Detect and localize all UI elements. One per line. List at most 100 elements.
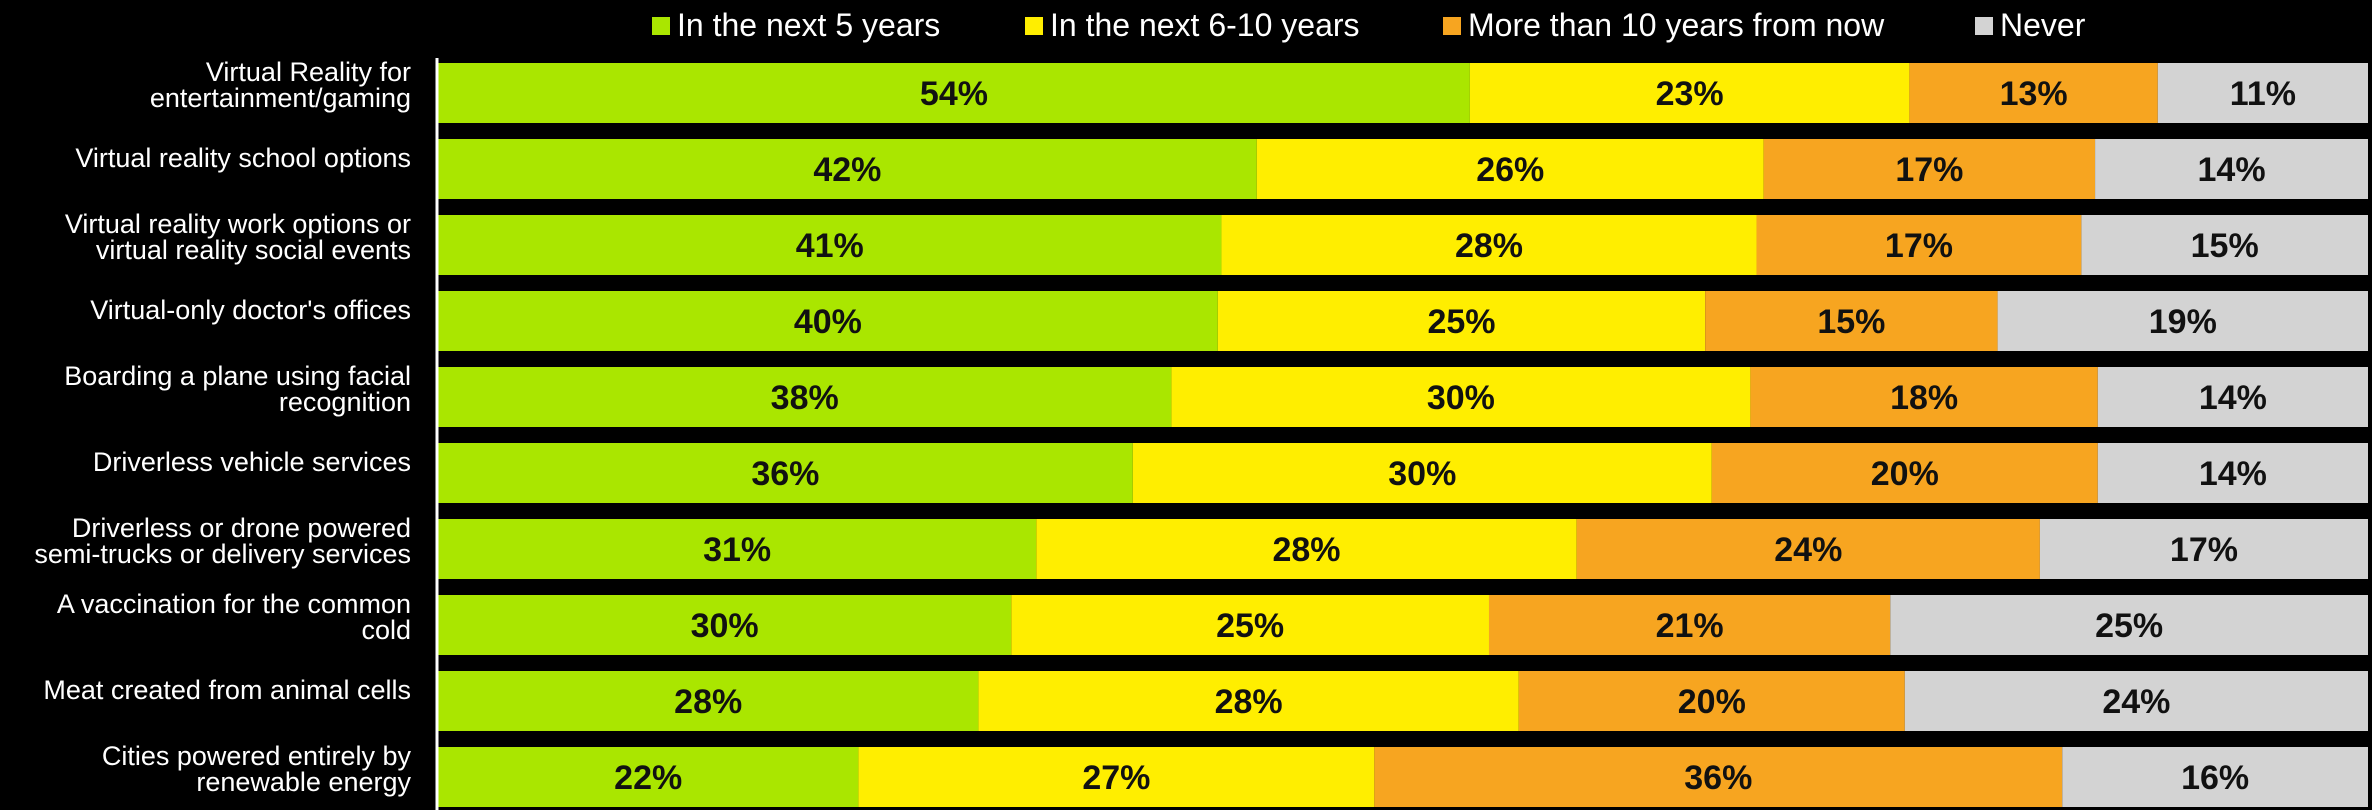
data-label: 17% bbox=[2170, 531, 2238, 569]
bar-segment bbox=[1217, 291, 1706, 351]
data-label: 19% bbox=[2149, 303, 2217, 341]
bar-segment bbox=[1890, 595, 2368, 655]
legend: In the next 5 years In the next 6-10 year… bbox=[652, 7, 2086, 43]
category-label-line: Cities powered entirely by bbox=[102, 741, 412, 771]
bar-segment bbox=[1750, 367, 2098, 427]
bar-segment bbox=[1488, 595, 1891, 655]
bar-segment bbox=[2062, 747, 2368, 807]
bar-segment bbox=[1904, 671, 2368, 731]
legend-label: In the next 6-10 years bbox=[1050, 7, 1360, 43]
data-label: 17% bbox=[1895, 151, 1963, 189]
bar-segment bbox=[978, 671, 1519, 731]
bar-segment bbox=[1763, 139, 2096, 199]
legend-swatch bbox=[1443, 17, 1461, 35]
category-label: Virtual reality work options or virtual r… bbox=[65, 209, 411, 265]
data-label: 36% bbox=[751, 455, 819, 493]
bar-segment bbox=[1256, 139, 1764, 199]
data-label: 23% bbox=[1656, 75, 1724, 113]
bar-segment bbox=[438, 747, 859, 807]
bar-segment bbox=[438, 519, 1037, 579]
bar-segment bbox=[1576, 519, 2040, 579]
category-label-line: entertainment/gaming bbox=[150, 83, 411, 113]
bar-segment bbox=[1011, 595, 1489, 655]
category-labels: Virtual Reality for entertainment/gamingV… bbox=[34, 57, 411, 797]
data-label: 18% bbox=[1890, 379, 1958, 417]
data-label: 21% bbox=[1656, 607, 1724, 645]
bar-segment bbox=[438, 595, 1012, 655]
legend-label: More than 10 years from now bbox=[1468, 7, 1885, 43]
data-label: 22% bbox=[614, 759, 682, 797]
data-label: 24% bbox=[2102, 683, 2170, 721]
bar-segment bbox=[858, 747, 1375, 807]
data-label: 28% bbox=[1455, 227, 1523, 265]
bar-segment bbox=[1518, 671, 1905, 731]
bar-segment bbox=[2097, 443, 2368, 503]
category-label: Virtual Reality for entertainment/gaming bbox=[150, 57, 411, 113]
bar-segment bbox=[438, 443, 1133, 503]
bar-segment bbox=[2095, 139, 2368, 199]
category-label-line: semi-trucks or delivery services bbox=[34, 539, 411, 569]
category-label: Meat created from animal cells bbox=[43, 675, 411, 705]
data-label: 41% bbox=[796, 227, 864, 265]
data-label: 15% bbox=[1817, 303, 1885, 341]
bar-segment bbox=[1909, 63, 2158, 123]
data-label: 28% bbox=[674, 683, 742, 721]
data-label: 30% bbox=[1427, 379, 1495, 417]
category-label-line: recognition bbox=[279, 387, 411, 417]
data-label: 13% bbox=[2000, 75, 2068, 113]
category-label: A vaccination for the common cold bbox=[57, 589, 411, 645]
data-label: 15% bbox=[2191, 227, 2259, 265]
bar-segment bbox=[1705, 291, 1998, 351]
bar-segment bbox=[438, 63, 1470, 123]
bar-segment bbox=[438, 291, 1218, 351]
bar-segment bbox=[2039, 519, 2368, 579]
data-label: 42% bbox=[813, 151, 881, 189]
bar-segment bbox=[1036, 519, 1577, 579]
data-label: 38% bbox=[771, 379, 839, 417]
data-label: 25% bbox=[1427, 303, 1495, 341]
data-label: 20% bbox=[1871, 455, 1939, 493]
bar-segment bbox=[438, 367, 1172, 427]
legend-swatch bbox=[652, 17, 670, 35]
category-label-line: A vaccination for the common bbox=[57, 589, 411, 619]
legend-label: In the next 5 years bbox=[677, 7, 940, 43]
bar-segment bbox=[2097, 367, 2368, 427]
bar-segment bbox=[438, 139, 1257, 199]
data-label: 40% bbox=[794, 303, 862, 341]
bar-segment bbox=[1469, 63, 1910, 123]
data-label: 11% bbox=[2230, 75, 2296, 113]
data-label: 26% bbox=[1476, 151, 1544, 189]
data-label: 31% bbox=[703, 531, 771, 569]
data-label: 24% bbox=[1774, 531, 1842, 569]
category-label-line: Driverless or drone powered bbox=[72, 513, 411, 543]
data-label: 25% bbox=[2095, 607, 2163, 645]
category-label: Cities powered entirely by renewable ener… bbox=[102, 741, 412, 797]
bar-segment bbox=[2081, 215, 2368, 275]
category-label-line: Virtual reality work options or bbox=[65, 209, 411, 239]
bar-segment bbox=[1711, 443, 2098, 503]
data-label: 27% bbox=[1082, 759, 1150, 797]
data-label: 36% bbox=[1684, 759, 1752, 797]
bar-segment bbox=[438, 215, 1222, 275]
category-label-line: virtual reality social events bbox=[96, 235, 411, 265]
category-label: Boarding a plane using facial recognition bbox=[64, 361, 411, 417]
bar-segment bbox=[2157, 63, 2368, 123]
legend-swatch bbox=[1975, 17, 1993, 35]
bar-segment bbox=[1221, 215, 1757, 275]
data-label: 30% bbox=[1388, 455, 1456, 493]
category-label: Virtual reality school options bbox=[75, 143, 411, 173]
data-label: 28% bbox=[1272, 531, 1340, 569]
data-label: 25% bbox=[1216, 607, 1284, 645]
data-label: 28% bbox=[1215, 683, 1283, 721]
category-label: Driverless or drone powered semi-trucks o… bbox=[34, 513, 411, 569]
data-label: 30% bbox=[691, 607, 759, 645]
data-label: 54% bbox=[920, 75, 988, 113]
category-label-line: renewable energy bbox=[196, 767, 411, 797]
bar-segment bbox=[1171, 367, 1751, 427]
bars-area: 54% 23% 13% 11%42% 26% 17% 14%41% 28% 17% 15%40% 2… bbox=[438, 63, 2368, 807]
category-label-line: Virtual Reality for bbox=[206, 57, 411, 87]
category-label-line: Boarding a plane using facial bbox=[64, 361, 411, 391]
data-label: 17% bbox=[1885, 227, 1953, 265]
bar-segment bbox=[1132, 443, 1712, 503]
